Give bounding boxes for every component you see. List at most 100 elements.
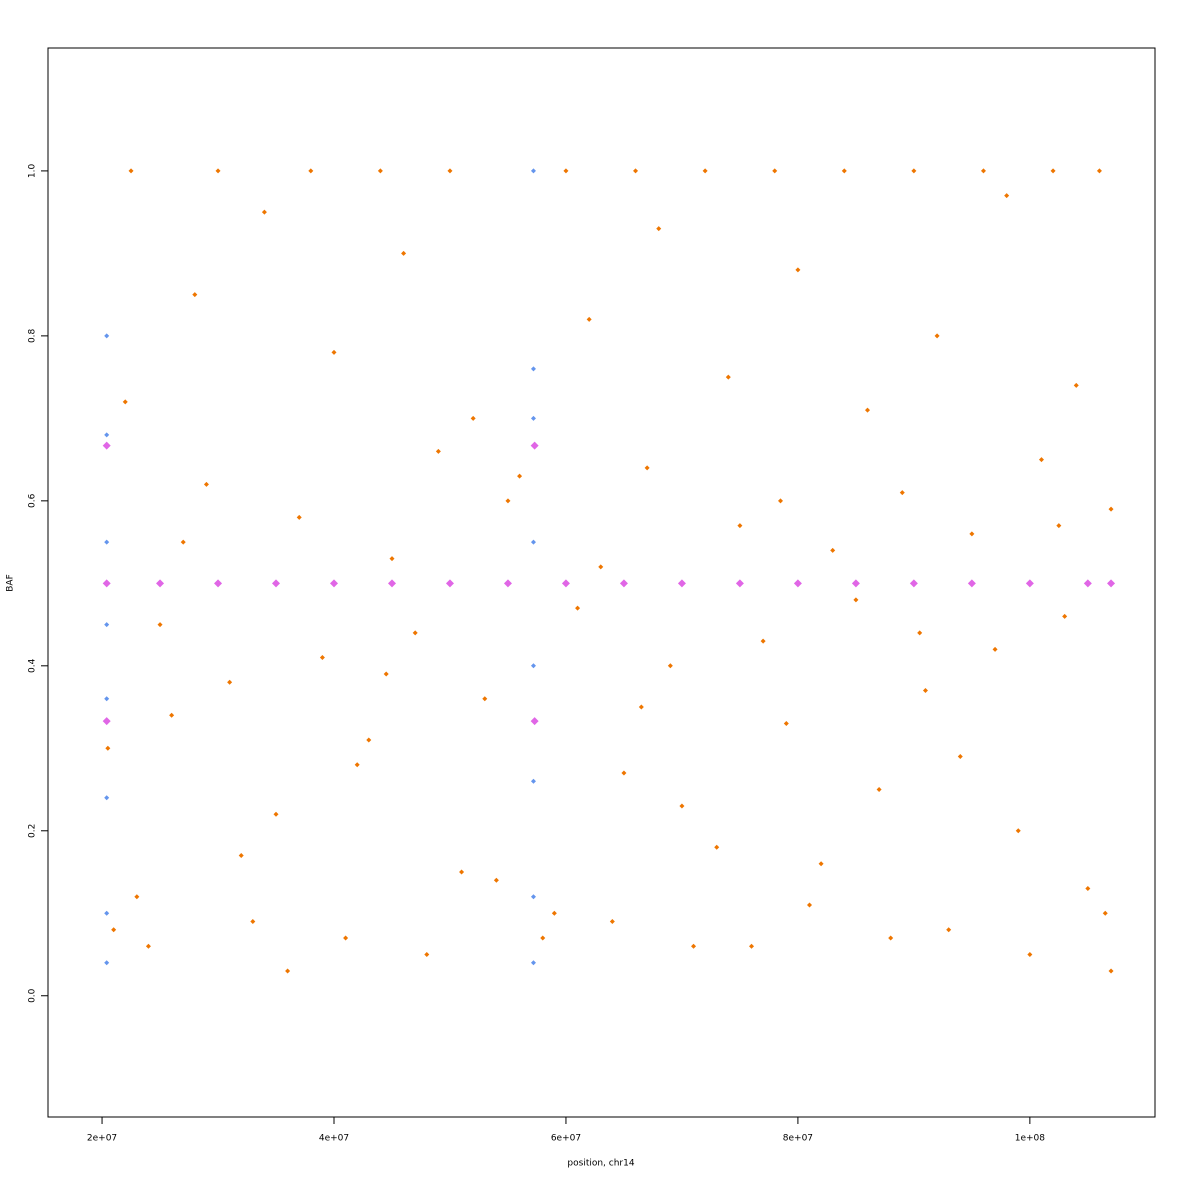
point xyxy=(445,579,454,588)
point xyxy=(530,663,536,669)
point xyxy=(401,250,407,256)
point xyxy=(156,579,165,588)
point xyxy=(227,679,233,685)
y-tick-label: 0.6 xyxy=(28,493,38,508)
point xyxy=(530,778,536,784)
point xyxy=(621,770,627,776)
point xyxy=(1073,382,1079,388)
point xyxy=(105,745,111,751)
y-tick-label: 0.0 xyxy=(28,988,38,1003)
point xyxy=(934,333,940,339)
point xyxy=(540,935,546,941)
point xyxy=(215,168,221,174)
point xyxy=(102,717,111,726)
point xyxy=(470,415,476,421)
point xyxy=(145,943,151,949)
point xyxy=(530,894,536,900)
point xyxy=(389,556,395,562)
x-tick-label: 4e+07 xyxy=(319,1134,349,1144)
point xyxy=(1102,910,1108,916)
point xyxy=(967,579,976,588)
point xyxy=(517,473,523,479)
point xyxy=(530,960,536,966)
point xyxy=(102,441,111,450)
point xyxy=(946,927,952,933)
point xyxy=(638,704,644,710)
point xyxy=(530,717,539,726)
point xyxy=(714,844,720,850)
point xyxy=(104,696,110,702)
point xyxy=(807,902,813,908)
point xyxy=(1083,579,1092,588)
y-tick-label: 0.8 xyxy=(28,328,38,343)
point xyxy=(482,696,488,702)
point xyxy=(793,579,802,588)
point xyxy=(561,579,570,588)
point xyxy=(104,539,110,545)
point xyxy=(1004,193,1010,199)
point xyxy=(383,671,389,677)
point xyxy=(609,919,615,925)
point xyxy=(104,622,110,628)
y-tick-label: 0.4 xyxy=(28,658,38,673)
point xyxy=(691,943,697,949)
point xyxy=(122,399,128,405)
point xyxy=(783,721,789,727)
point xyxy=(598,564,604,570)
point xyxy=(735,579,744,588)
point xyxy=(633,168,639,174)
point xyxy=(493,877,499,883)
point xyxy=(909,579,918,588)
point xyxy=(530,539,536,545)
point xyxy=(667,663,673,669)
point xyxy=(778,498,784,504)
point xyxy=(238,853,244,859)
point xyxy=(917,630,923,636)
point xyxy=(795,267,801,273)
point xyxy=(102,579,111,588)
point xyxy=(749,943,755,949)
point xyxy=(104,432,110,438)
point xyxy=(273,811,279,817)
point xyxy=(969,531,975,537)
y-axis-label: BAF xyxy=(6,574,16,592)
point xyxy=(1050,168,1056,174)
point xyxy=(104,960,110,966)
point xyxy=(296,514,302,520)
x-tick-label: 6e+07 xyxy=(551,1134,581,1144)
plot-frame xyxy=(47,47,1156,1118)
point xyxy=(180,539,186,545)
point xyxy=(285,968,291,974)
point xyxy=(387,579,396,588)
point xyxy=(412,630,418,636)
point xyxy=(104,910,110,916)
point xyxy=(366,737,372,743)
point xyxy=(104,795,110,801)
point xyxy=(551,910,557,916)
point xyxy=(644,465,650,471)
point xyxy=(619,579,628,588)
point xyxy=(1015,828,1021,834)
point xyxy=(214,579,223,588)
point xyxy=(772,168,778,174)
point xyxy=(505,498,511,504)
point xyxy=(128,168,134,174)
point xyxy=(1062,613,1068,619)
point xyxy=(503,579,512,588)
x-tick-label: 8e+07 xyxy=(783,1134,813,1144)
point xyxy=(272,579,281,588)
x-axis-label: position, chr14 xyxy=(567,1159,634,1169)
point xyxy=(575,605,581,611)
point xyxy=(1108,506,1114,512)
point xyxy=(980,168,986,174)
point xyxy=(329,579,338,588)
point xyxy=(459,869,465,875)
point xyxy=(530,366,536,372)
point xyxy=(354,762,360,768)
point xyxy=(435,448,441,454)
point xyxy=(853,597,859,603)
point xyxy=(992,646,998,652)
point xyxy=(169,712,175,718)
point xyxy=(922,688,928,694)
